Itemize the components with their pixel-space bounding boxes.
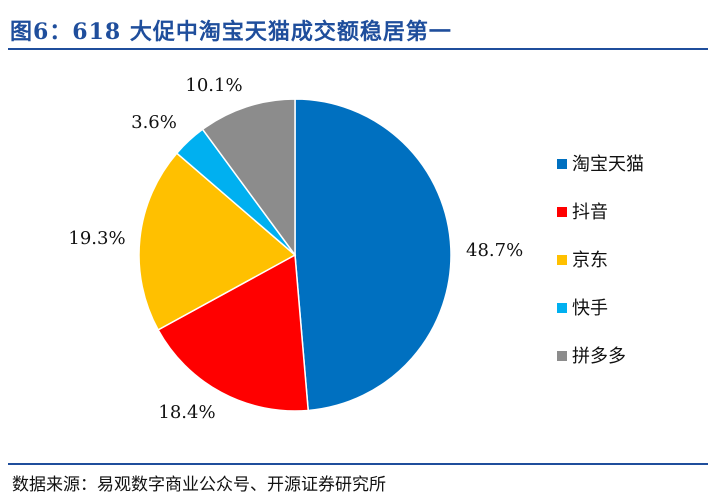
slice-data-label: 48.7% <box>466 240 523 261</box>
legend-swatch <box>557 207 567 217</box>
pie-slice <box>294 98 452 412</box>
slice-data-label: 10.1% <box>185 75 242 96</box>
legend-swatch <box>557 351 567 361</box>
legend-label: 抖音 <box>572 202 608 223</box>
pie-slices <box>138 98 452 412</box>
slice-data-label: 3.6% <box>131 112 177 133</box>
legend-label: 快手 <box>572 298 608 319</box>
pie-data-labels: 48.7% 18.4% 19.3% 3.6% 10.1% <box>68 75 523 423</box>
legend-swatch <box>557 159 567 169</box>
slice-data-label: 18.4% <box>158 402 215 423</box>
legend-label: 拼多多 <box>572 346 626 367</box>
source-divider <box>8 463 708 465</box>
legend-label: 京东 <box>572 250 608 271</box>
pie-slice <box>138 152 297 331</box>
legend-swatch <box>557 303 567 313</box>
page-title: 图6：618 大促中淘宝天猫成交额稳居第一 <box>10 19 452 45</box>
slice-data-label: 19.3% <box>68 228 125 249</box>
legend-label: 淘宝天猫 <box>572 154 644 175</box>
pie-slice <box>201 98 296 258</box>
source-note: 数据来源：易观数字商业公众号、开源证券研究所 <box>12 475 386 495</box>
pie-slice <box>157 253 310 412</box>
title-divider <box>8 48 708 50</box>
legend-swatch <box>557 255 567 265</box>
